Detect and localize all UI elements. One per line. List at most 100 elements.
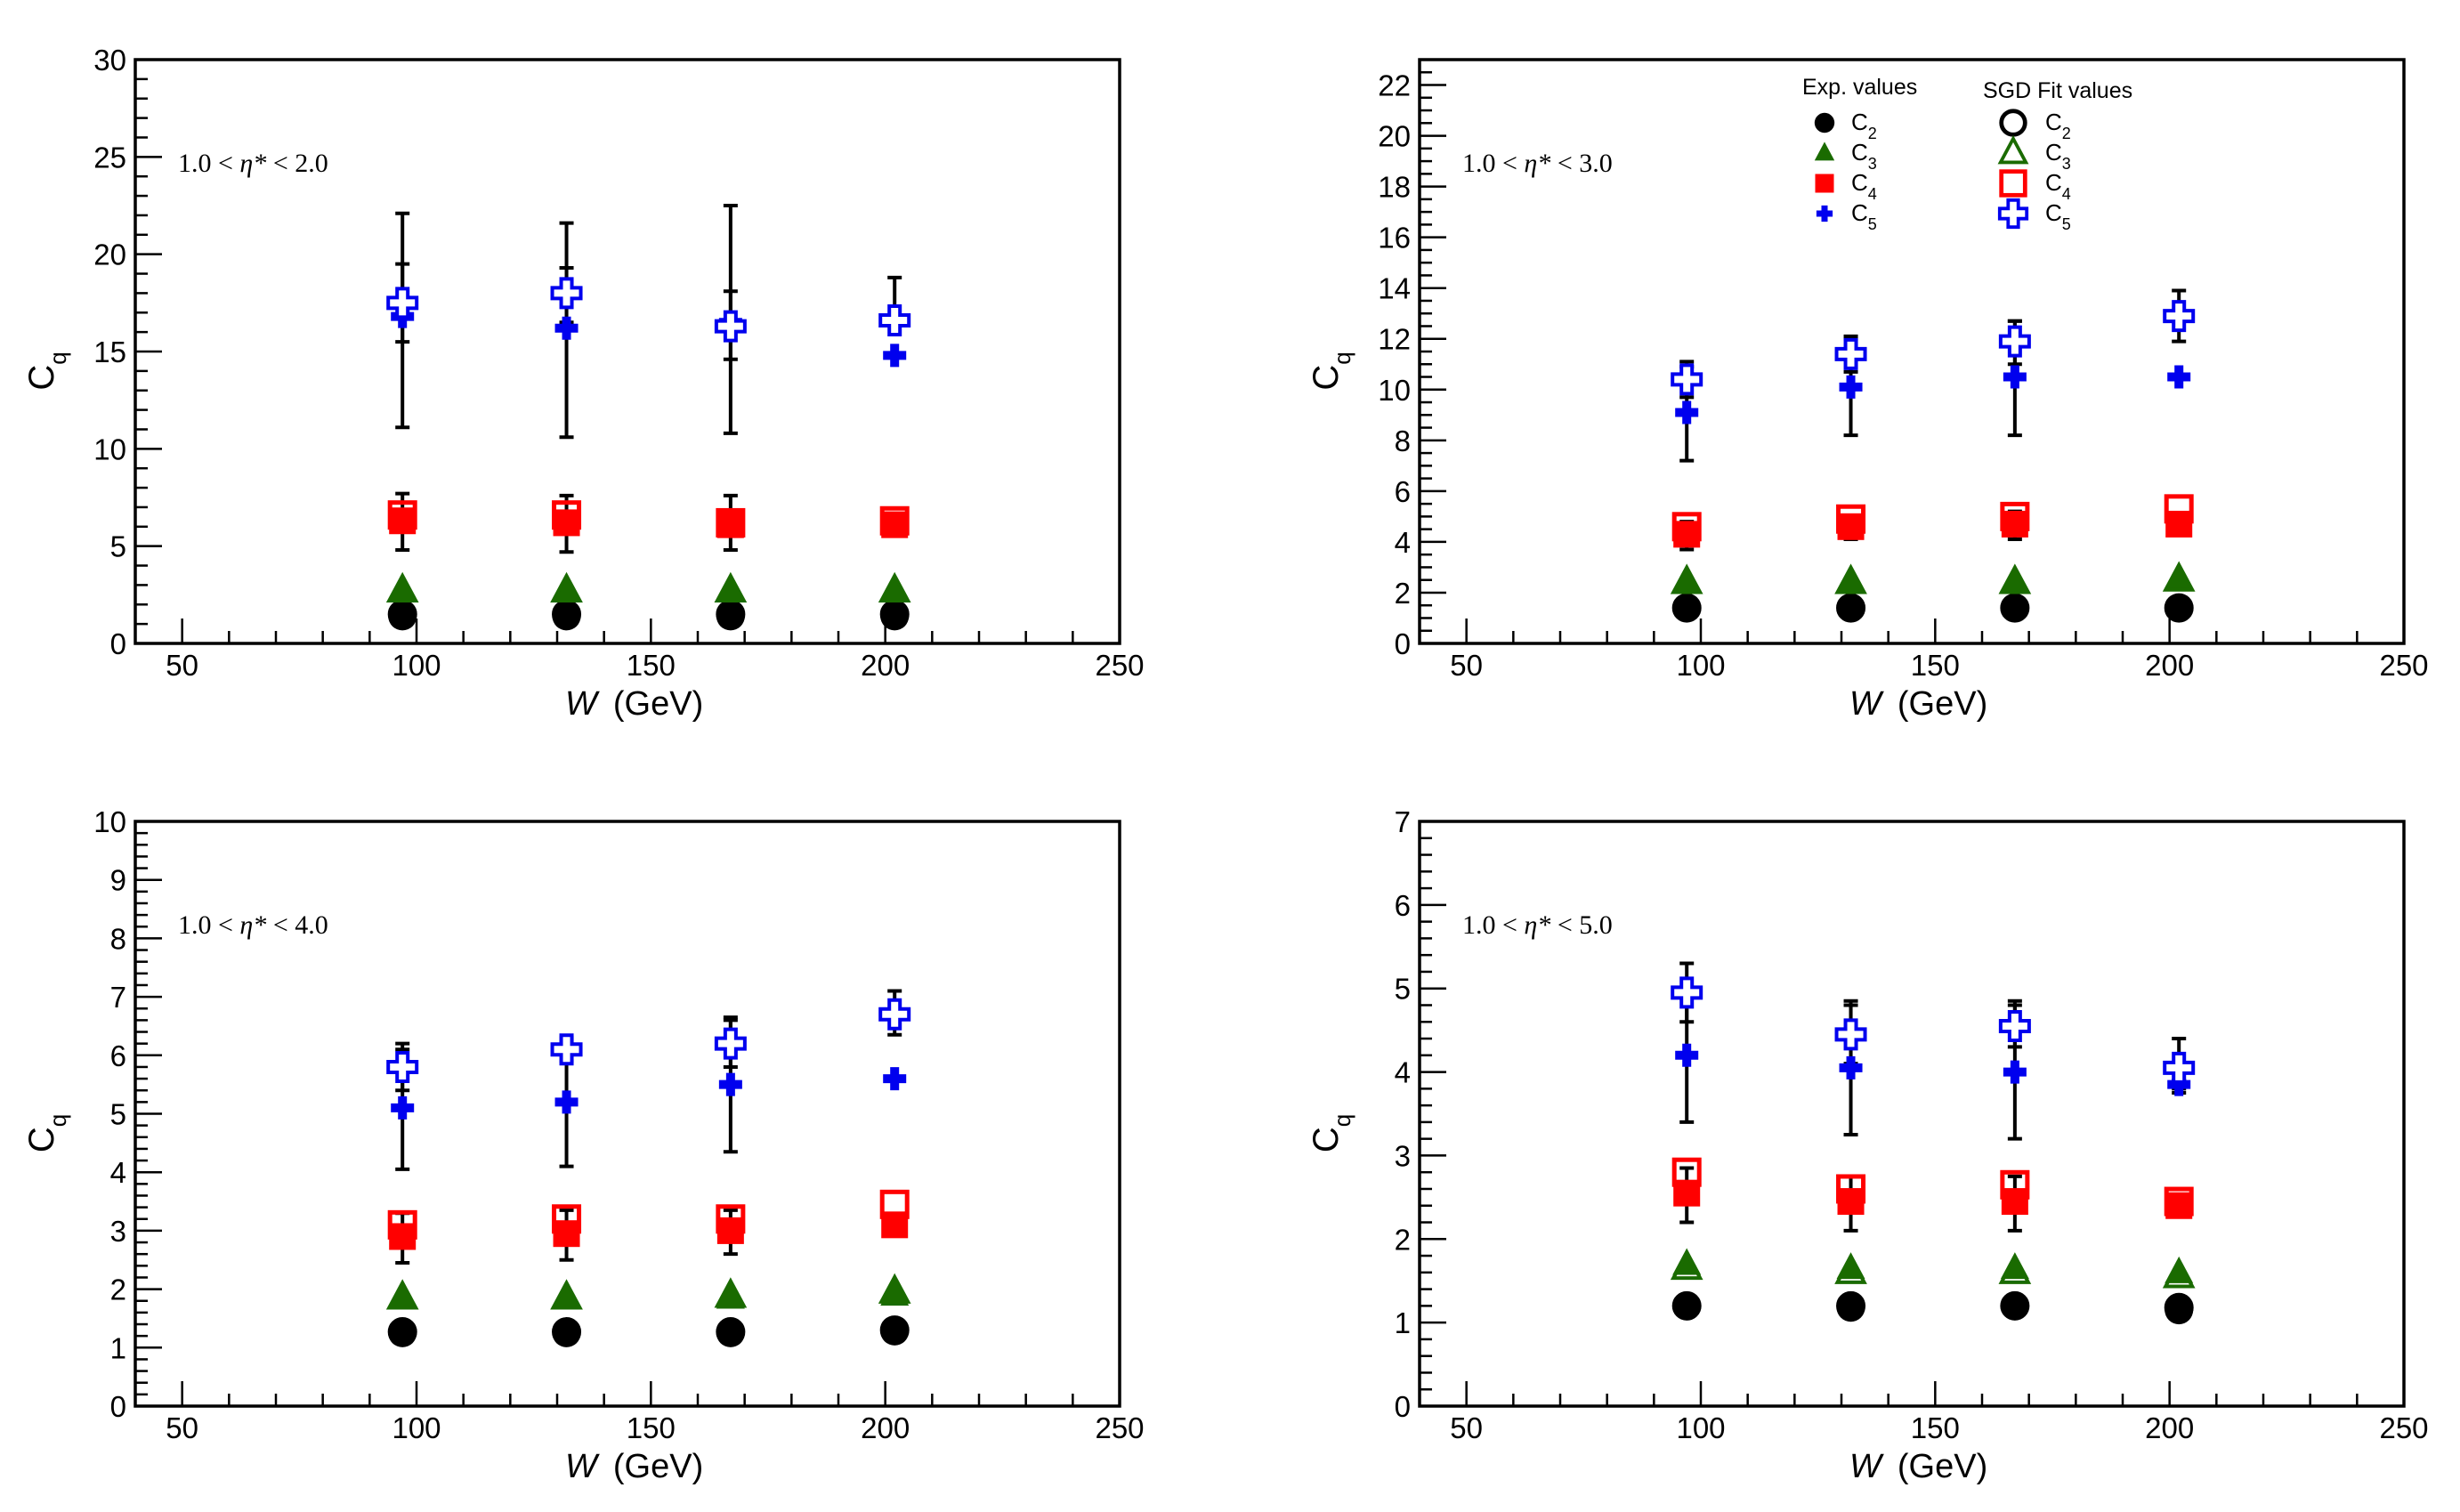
y-tick-label: 0 xyxy=(1395,627,1411,660)
point-c3-exp xyxy=(2000,566,2029,594)
legend-fit-main: C xyxy=(2045,169,2062,196)
point-c4-fit xyxy=(552,500,582,530)
plot-frame xyxy=(134,820,1121,1408)
y-tick-label: 0 xyxy=(1395,1390,1411,1423)
x-tick-label: 100 xyxy=(1676,1411,1725,1444)
x-tick-label: 50 xyxy=(166,1411,198,1444)
y-tick-label: 5 xyxy=(1395,973,1411,1006)
x-tick-label: 150 xyxy=(1911,649,1960,682)
point-c4-fit xyxy=(2000,501,2030,531)
point-c5-exp xyxy=(1839,375,1863,399)
legend-exp-heading: Exp. values xyxy=(1802,75,1917,100)
y-tick-label: 8 xyxy=(110,922,126,955)
point-c5-exp xyxy=(2003,1060,2027,1084)
y-axis-title-text: Cq xyxy=(1307,352,1355,390)
eta-range-label: 1.0 < η* < 5.0 xyxy=(1462,910,1613,940)
point-c3-exp xyxy=(388,1282,417,1309)
y-tick-label: 5 xyxy=(110,530,126,563)
point-c5-fit xyxy=(386,1050,419,1083)
plot-frame xyxy=(1418,58,2406,645)
point-c5-exp xyxy=(1675,1043,1699,1067)
point-c5-fit xyxy=(386,287,419,319)
point-c5-fit xyxy=(714,310,747,343)
eta-range-prefix: 1.0 < xyxy=(1462,910,1524,940)
point-c5-fit xyxy=(878,304,911,337)
y-axis-sub: q xyxy=(1329,352,1355,364)
point-c2-fit xyxy=(2164,1292,2194,1322)
y-tick-label: 10 xyxy=(1378,374,1411,407)
point-c3-exp xyxy=(880,1279,910,1306)
eta-range-suffix: < 5.0 xyxy=(1550,910,1612,940)
point-c5-exp xyxy=(718,1072,742,1096)
point-c3-fit xyxy=(2162,561,2196,592)
y-tick-label: 0 xyxy=(110,1390,126,1423)
point-c5-exp xyxy=(1839,1055,1863,1079)
x-axis-title: W (GeV) xyxy=(565,685,703,723)
point-c5-fit xyxy=(1998,325,2031,358)
plot-frame xyxy=(1418,820,2406,1408)
point-c2-fit xyxy=(2000,1290,2030,1321)
eta-range-label: 1.0 < η* < 2.0 xyxy=(178,149,328,178)
legend-fit-marker-1 xyxy=(1997,134,2029,165)
legend-exp-sub: 2 xyxy=(1868,125,1877,142)
legend-exp-marker-0 xyxy=(1814,112,1835,133)
legend-fit-heading: SGD Fit values xyxy=(1983,78,2132,103)
point-c4-fit xyxy=(1836,1174,1866,1204)
point-c3-exp xyxy=(1672,566,1702,594)
y-tick-label: 2 xyxy=(1395,1223,1411,1256)
legend-fit-sub: 4 xyxy=(2062,185,2071,203)
x-axis-unit: (GeV) xyxy=(1898,685,1987,723)
y-tick-label: 14 xyxy=(1378,272,1411,305)
legend-exp-label: C5 xyxy=(1851,199,1877,233)
point-c3-exp xyxy=(1836,566,1865,594)
point-c2-fit xyxy=(716,1317,746,1347)
y-tick-label: 4 xyxy=(110,1156,126,1189)
point-c4-fit xyxy=(2164,1186,2194,1217)
point-c2-fit xyxy=(387,1317,417,1347)
legend-exp-main: C xyxy=(1851,139,1868,166)
point-c3-exp xyxy=(716,574,745,602)
y-tick-label: 6 xyxy=(1395,889,1411,922)
point-c4-exp xyxy=(1837,513,1865,540)
y-tick-label: 3 xyxy=(110,1215,126,1248)
y-tick-label: 1 xyxy=(110,1331,126,1364)
point-c3-fit xyxy=(714,1277,748,1308)
legend-exp-sub: 3 xyxy=(1868,155,1877,173)
eta-range-prefix: 1.0 < xyxy=(178,149,239,178)
y-tick-label: 4 xyxy=(1395,526,1411,559)
point-c3-fit xyxy=(385,1279,419,1310)
y-tick-label: 25 xyxy=(93,141,126,174)
panel-bottom-right: 50 100 150 200 250 0 1 2 3 4 5 6 7 W (GeV) Cq 1.0 < η* <… xyxy=(1307,805,2429,1485)
y-axis-title: Cq xyxy=(22,1114,71,1152)
x-tick-label: 100 xyxy=(392,1411,441,1444)
point-c5-fit xyxy=(1671,363,1703,396)
point-c3-fit xyxy=(1998,563,2032,594)
point-c5-fit xyxy=(550,1033,583,1066)
point-c5-fit xyxy=(714,1027,747,1060)
legend-fit-marker-3 xyxy=(1997,198,2029,230)
eta-range-suffix: < 2.0 xyxy=(266,149,328,178)
point-c3-exp xyxy=(2165,563,2194,591)
point-c4-fit xyxy=(2000,1169,2030,1200)
y-tick-label: 15 xyxy=(93,336,126,368)
point-c4-fit xyxy=(716,507,746,538)
point-c3-fit xyxy=(550,571,583,602)
y-tick-label: 10 xyxy=(93,433,126,465)
point-c4-fit xyxy=(1671,1157,1702,1187)
y-tick-label: 3 xyxy=(1395,1139,1411,1172)
plot-frame xyxy=(134,58,1121,645)
point-c2-fit xyxy=(2164,593,2194,623)
x-axis-title: W (GeV) xyxy=(565,1448,703,1485)
point-c4-fit xyxy=(879,1189,910,1219)
point-c4-exp xyxy=(2001,510,2028,538)
x-tick-label: 200 xyxy=(861,1411,910,1444)
point-c4-fit xyxy=(387,500,417,530)
x-tick-label: 250 xyxy=(1095,649,1144,682)
y-tick-label: 6 xyxy=(1395,475,1411,508)
y-tick-label: 22 xyxy=(1378,69,1411,102)
point-c4-exp xyxy=(2001,1188,2028,1216)
point-c5-fit xyxy=(2163,1051,2196,1084)
legend-fit-label: C2 xyxy=(2045,109,2071,142)
point-c4-exp xyxy=(2165,510,2193,538)
point-c2-exp xyxy=(2000,1291,2029,1321)
